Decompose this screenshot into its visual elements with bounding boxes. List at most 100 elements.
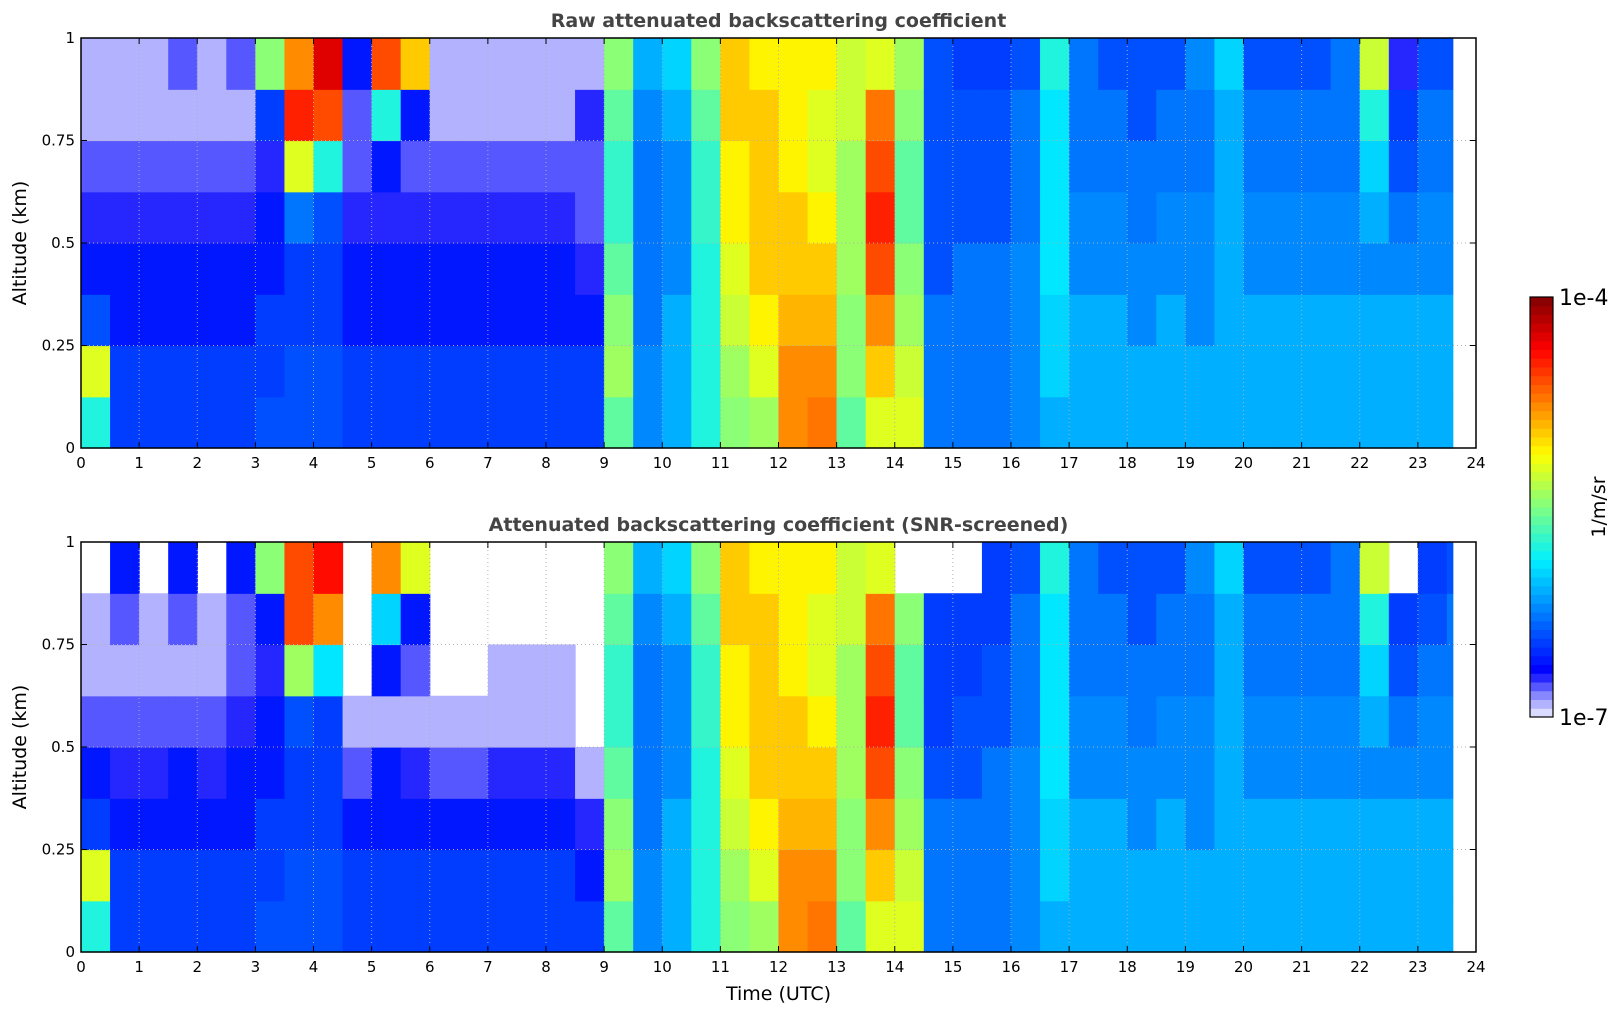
colorbar-swatch — [1530, 297, 1553, 307]
x-tick-label: 22 — [1350, 958, 1369, 976]
x-tick-label: 5 — [367, 454, 377, 472]
heatmap-cell — [1272, 593, 1303, 646]
heatmap-cell — [1388, 191, 1419, 244]
heatmap-cell — [1156, 798, 1186, 851]
heatmap-cell — [1069, 644, 1099, 697]
heatmap-cell — [865, 140, 896, 193]
x-tick-label: 18 — [1118, 958, 1137, 976]
heatmap-cell — [1156, 396, 1186, 449]
heatmap-cell — [749, 644, 780, 697]
heatmap-cell — [1359, 345, 1390, 398]
heatmap-cell — [952, 849, 983, 902]
heatmap-cell — [487, 747, 518, 799]
heatmap-cell — [371, 38, 402, 90]
heatmap-cell — [1040, 140, 1070, 193]
heatmap-cell — [604, 644, 634, 697]
heatmap-cell — [1214, 89, 1245, 142]
heatmap-cell — [720, 747, 751, 799]
heatmap-cell — [313, 140, 344, 193]
heatmap-cell — [516, 345, 547, 398]
x-tick-label: 12 — [769, 454, 788, 472]
heatmap-cell — [1185, 89, 1216, 142]
heatmap-cell — [197, 345, 227, 398]
colorbar-label: 1/m/sr — [1588, 476, 1610, 537]
heatmap-cell — [429, 798, 460, 851]
heatmap-cell — [604, 345, 634, 398]
heatmap-cell — [1156, 38, 1186, 90]
heatmap-cell — [1330, 345, 1361, 398]
heatmap-cell — [81, 695, 111, 748]
heatmap-cell — [1098, 593, 1128, 646]
heatmap-cell — [807, 89, 838, 142]
colorbar-swatch — [1530, 332, 1553, 342]
heatmap-cell — [1301, 695, 1332, 748]
heatmap-cell — [168, 900, 198, 953]
heatmap-cell — [923, 243, 954, 295]
heatmap-cell — [1156, 542, 1186, 594]
heatmap-cell — [1040, 644, 1070, 697]
heatmap-cell — [1185, 542, 1216, 594]
heatmap-cell — [691, 593, 721, 646]
colorbar-swatch — [1530, 533, 1553, 543]
heatmap-cell — [1185, 747, 1216, 799]
heatmap-cell — [226, 593, 256, 646]
heatmap-cell — [284, 140, 315, 193]
heatmap-cell — [400, 345, 431, 398]
heatmap-cell — [923, 695, 954, 748]
y-tick-label: 0.75 — [42, 132, 75, 150]
heatmap-cell — [1446, 140, 1454, 193]
heatmap-cell — [1301, 644, 1332, 697]
heatmap-cell — [342, 345, 373, 398]
heatmap-cell — [749, 747, 780, 799]
heatmap-cell — [487, 695, 518, 748]
heatmap-cell — [1185, 900, 1216, 953]
heatmap-cell — [1330, 798, 1361, 851]
heatmap-cell — [836, 849, 867, 902]
heatmap-cell — [516, 900, 547, 953]
heatmap-cell — [1156, 849, 1186, 902]
heatmap-cell — [1272, 89, 1303, 142]
heatmap-cell — [342, 747, 373, 799]
heatmap-cell — [313, 593, 344, 646]
heatmap-cell — [720, 900, 751, 953]
heatmap-cell — [1098, 542, 1128, 594]
heatmap-cell — [255, 695, 286, 748]
heatmap-cell — [1388, 89, 1419, 142]
heatmap-cell — [1417, 89, 1448, 142]
heatmap-cell — [1243, 849, 1274, 902]
heatmap-cell — [458, 191, 489, 244]
heatmap-cell — [1214, 294, 1245, 347]
heatmap-cell — [836, 345, 867, 398]
heatmap-cell — [894, 140, 925, 193]
heatmap-cell — [1127, 849, 1157, 902]
heatmap-cell — [1388, 798, 1419, 851]
heatmap-cell — [807, 747, 838, 799]
heatmap-cell — [1446, 89, 1454, 142]
colorbar-frame — [1529, 296, 1554, 718]
colorbar-swatch — [1530, 585, 1553, 595]
heatmap-cell — [168, 140, 198, 193]
heatmap-cell — [110, 849, 140, 902]
heatmap-cell — [1214, 747, 1245, 799]
heatmap-cell — [1446, 747, 1454, 799]
colorbar-swatch — [1530, 655, 1553, 665]
heatmap-cell — [342, 695, 373, 748]
heatmap-cell — [1330, 644, 1361, 697]
heatmap-cell — [691, 644, 721, 697]
heatmap-cell — [1243, 644, 1274, 697]
heatmap-cell — [226, 849, 256, 902]
heatmap-cell — [400, 191, 431, 244]
heatmap-cell — [1301, 747, 1332, 799]
heatmap-cell — [284, 593, 315, 646]
heatmap-cell — [1417, 849, 1448, 902]
heatmap-cell — [575, 243, 605, 295]
heatmap-cell — [575, 294, 605, 347]
heatmap-cell — [168, 345, 198, 398]
heatmap-cell — [1127, 900, 1157, 953]
heatmap-cell — [1301, 38, 1332, 90]
heatmap-cell — [1098, 798, 1128, 851]
heatmap-cell — [1127, 798, 1157, 851]
heatmap-cell — [1243, 243, 1274, 295]
heatmap-cell — [371, 140, 402, 193]
heatmap-cell — [633, 191, 663, 244]
